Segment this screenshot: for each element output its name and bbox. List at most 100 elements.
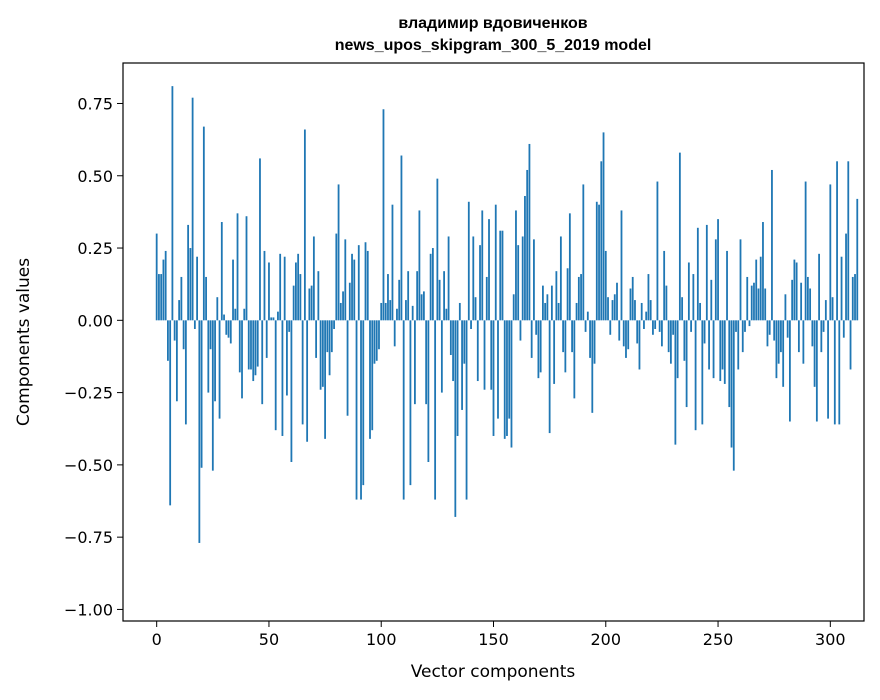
bar (678, 152, 681, 321)
bar (405, 300, 407, 321)
bar (701, 320, 704, 425)
bar (393, 320, 396, 347)
bar (661, 320, 663, 347)
bar (681, 297, 684, 321)
bar (494, 204, 497, 321)
bar (811, 320, 814, 347)
bar (312, 236, 315, 321)
bar (550, 285, 553, 321)
bar (833, 320, 836, 425)
bar (223, 314, 225, 321)
bar (180, 276, 183, 321)
bar (638, 320, 641, 370)
bar (609, 320, 612, 335)
bar (800, 282, 803, 321)
bar (771, 169, 773, 321)
bar (824, 300, 827, 321)
bar (625, 320, 627, 358)
bar (400, 155, 403, 321)
bar (216, 297, 219, 321)
bar (622, 320, 625, 347)
bar (346, 320, 349, 416)
bar (348, 282, 351, 321)
bar (510, 320, 513, 448)
bar (449, 320, 452, 356)
bar (335, 233, 338, 321)
bar (499, 230, 502, 321)
bar (708, 320, 710, 370)
bar (411, 305, 414, 321)
plot-frame (122, 62, 865, 622)
bar (227, 320, 230, 338)
bar (663, 250, 666, 321)
bar (283, 256, 286, 321)
bar (598, 204, 600, 321)
bar (461, 320, 463, 410)
bar (389, 300, 392, 321)
bar (402, 320, 405, 500)
bar (593, 320, 596, 364)
bar (643, 320, 645, 329)
bar (575, 302, 578, 321)
bar (789, 320, 791, 422)
bar (773, 320, 776, 341)
bar (539, 320, 542, 373)
bar (766, 320, 769, 347)
bar (245, 216, 248, 321)
bar (645, 311, 648, 321)
bar (806, 276, 809, 321)
bar (286, 320, 288, 396)
bar (717, 219, 719, 321)
bar (818, 253, 820, 321)
bar (409, 320, 412, 486)
bar (750, 285, 753, 321)
bar (685, 320, 688, 408)
bar (337, 184, 340, 321)
bar (795, 262, 798, 321)
bar (809, 288, 812, 321)
bar (571, 320, 573, 353)
bar (193, 320, 196, 329)
bar (616, 282, 618, 321)
bar (326, 320, 329, 353)
bar (375, 320, 378, 361)
bar (470, 320, 472, 329)
bar (232, 259, 234, 321)
bar (164, 250, 167, 321)
bar (849, 320, 852, 370)
bar (198, 320, 201, 543)
bar (600, 161, 603, 321)
bar (317, 271, 320, 321)
bar (191, 97, 194, 321)
bar (813, 320, 816, 387)
bar (200, 320, 203, 468)
bar (297, 253, 300, 321)
bar (542, 285, 544, 321)
bar (218, 320, 221, 419)
bar (272, 317, 275, 321)
bar (330, 320, 333, 353)
y-tick-label: 0.25 (77, 239, 113, 258)
chart-title: владимир вдовиченков (398, 15, 587, 32)
bar (546, 294, 549, 321)
bar (187, 224, 190, 321)
bar (847, 161, 850, 321)
bar (497, 320, 499, 419)
bar (748, 320, 751, 327)
bar (526, 169, 529, 321)
bar (557, 302, 560, 321)
bar (676, 320, 679, 379)
bar (265, 320, 268, 358)
bar (595, 201, 598, 321)
bar (202, 126, 205, 321)
bar (465, 320, 468, 500)
bar (420, 294, 423, 321)
y-tick-label: −0.50 (64, 456, 113, 475)
bar (290, 320, 293, 462)
bar (189, 248, 192, 321)
bars-group (155, 86, 859, 543)
bar (247, 320, 250, 370)
bar (355, 320, 358, 500)
bar (268, 262, 270, 321)
